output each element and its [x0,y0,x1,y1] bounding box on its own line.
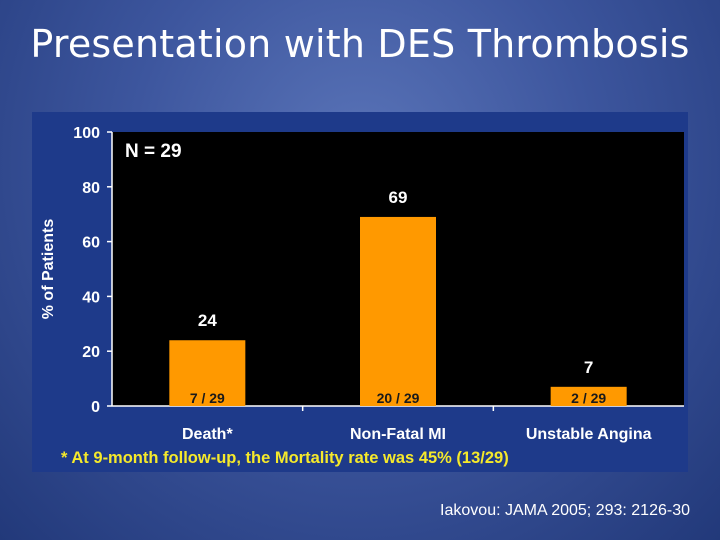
y-tick-label: 0 [91,399,100,416]
x-category-label: Death* [182,426,233,443]
bar-3 [550,386,627,406]
citation: Iakovou: JAMA 2005; 293: 2126-30 [440,502,690,519]
slide-title: Presentation with DES Thrombosis [30,22,690,66]
bar-fraction-label: 20 / 29 [377,390,420,406]
bar-1 [169,340,246,406]
bar-fraction-label: 7 / 29 [190,390,225,406]
y-tick-label: 100 [73,125,100,142]
bar-chart: 0 20 40 60 80 100 % of Patients N = 29 24 7 / 29 D… [40,125,684,443]
chart-footnote: * At 9-month follow-up, the Mortality ra… [61,449,509,467]
bar-fraction-label: 2 / 29 [571,390,606,406]
y-tick-label: 60 [82,235,100,252]
bar-value-label: 69 [389,188,408,207]
chart-panel: 0 20 40 60 80 100 % of Patients N = 29 24 7 / 29 D… [32,112,688,472]
sample-size-label: N = 29 [125,141,182,162]
x-category-label: Non-Fatal MI [350,426,446,443]
bar-value-label: 24 [198,311,217,330]
y-axis-title: % of Patients [40,219,57,320]
x-category-label: Unstable Angina [526,426,652,443]
bar-value-label: 7 [584,358,593,377]
y-tick-label: 40 [82,289,100,306]
y-tick-label: 80 [82,180,100,197]
bar-2 [360,216,436,406]
y-tick-label: 20 [82,344,100,361]
